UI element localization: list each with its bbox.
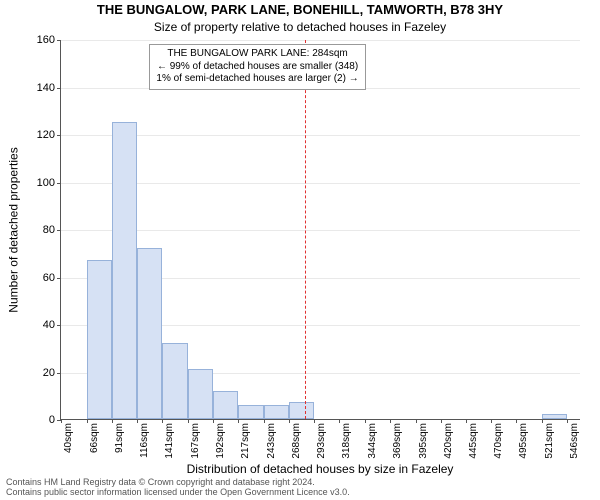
x-tick-mark (264, 419, 265, 423)
x-tick-mark (137, 419, 138, 423)
x-tick-mark (390, 419, 391, 423)
x-tick-mark (87, 419, 88, 423)
y-tick-label: 20 (43, 367, 55, 379)
x-tick-mark (238, 419, 239, 423)
y-tick-label: 160 (37, 34, 55, 46)
y-tick-mark (57, 183, 61, 184)
x-tick-mark (416, 419, 417, 423)
y-tick-mark (57, 230, 61, 231)
callout-box: THE BUNGALOW PARK LANE: 284sqm← 99% of d… (149, 44, 365, 90)
x-tick-mark (339, 419, 340, 423)
y-tick-mark (57, 135, 61, 136)
x-tick-label: 91sqm (114, 423, 125, 453)
y-tick-mark (57, 40, 61, 41)
gridline (61, 230, 580, 231)
callout-line: THE BUNGALOW PARK LANE: 284sqm (156, 48, 358, 61)
histogram-bar (162, 343, 188, 419)
x-tick-label: 268sqm (291, 423, 302, 459)
x-tick-mark (516, 419, 517, 423)
chart-subtitle: Size of property relative to detached ho… (0, 20, 600, 34)
x-axis-label: Distribution of detached houses by size … (60, 462, 580, 476)
gridline (61, 183, 580, 184)
x-tick-label: 116sqm (139, 423, 150, 458)
x-tick-label: 192sqm (215, 423, 226, 459)
x-tick-mark (466, 419, 467, 423)
y-tick-label: 120 (37, 129, 55, 141)
histogram-bar (238, 405, 264, 419)
callout-line: 1% of semi-detached houses are larger (2… (156, 73, 358, 86)
y-tick-label: 100 (37, 177, 55, 189)
x-tick-mark (213, 419, 214, 423)
y-tick-label: 0 (49, 414, 55, 426)
x-tick-mark (567, 419, 568, 423)
histogram-bar (137, 248, 162, 419)
marker-line (305, 40, 306, 419)
gridline (61, 40, 580, 41)
callout-line: ← 99% of detached houses are smaller (34… (156, 61, 358, 74)
histogram-bar (542, 414, 567, 419)
x-tick-label: 344sqm (367, 423, 378, 459)
x-tick-mark (365, 419, 366, 423)
gridline (61, 135, 580, 136)
footer-line-2: Contains public sector information licen… (6, 488, 594, 498)
y-tick-mark (57, 88, 61, 89)
x-tick-label: 470sqm (493, 423, 504, 459)
x-tick-mark (188, 419, 189, 423)
x-tick-label: 495sqm (518, 423, 529, 459)
x-tick-label: 546sqm (569, 423, 580, 459)
y-tick-mark (57, 373, 61, 374)
histogram-bar (112, 122, 137, 419)
figure: { "title": "THE BUNGALOW, PARK LANE, BON… (0, 0, 600, 500)
plot-area: 020406080100120140160THE BUNGALOW PARK L… (60, 40, 580, 420)
x-tick-label: 420sqm (443, 423, 454, 459)
x-tick-label: 141sqm (164, 423, 175, 459)
x-tick-label: 66sqm (89, 423, 100, 453)
x-tick-label: 217sqm (240, 423, 251, 459)
x-tick-mark (289, 419, 290, 423)
x-tick-mark (441, 419, 442, 423)
histogram-bar (289, 402, 314, 419)
y-tick-mark (57, 278, 61, 279)
y-tick-label: 60 (43, 272, 55, 284)
y-tick-label: 40 (43, 319, 55, 331)
y-tick-label: 140 (37, 82, 55, 94)
x-tick-mark (542, 419, 543, 423)
x-tick-mark (61, 419, 62, 423)
y-tick-mark (57, 325, 61, 326)
y-tick-label: 80 (43, 224, 55, 236)
histogram-bar (188, 369, 213, 419)
x-tick-mark (162, 419, 163, 423)
histogram-bar (213, 391, 238, 420)
x-tick-mark (112, 419, 113, 423)
x-tick-mark (314, 419, 315, 423)
x-tick-label: 40sqm (63, 423, 74, 453)
chart-title: THE BUNGALOW, PARK LANE, BONEHILL, TAMWO… (0, 2, 600, 17)
x-tick-label: 369sqm (392, 423, 403, 459)
x-tick-label: 521sqm (544, 423, 555, 459)
y-axis-label: Number of detached properties (4, 40, 24, 420)
x-tick-label: 293sqm (316, 423, 327, 459)
x-tick-label: 243sqm (266, 423, 277, 459)
x-tick-label: 318sqm (341, 423, 352, 459)
x-tick-label: 445sqm (468, 423, 479, 459)
histogram-bar (87, 260, 112, 419)
attribution-footer: Contains HM Land Registry data © Crown c… (6, 478, 594, 498)
x-tick-mark (491, 419, 492, 423)
x-tick-label: 167sqm (190, 423, 201, 459)
histogram-bar (264, 405, 289, 419)
x-tick-label: 395sqm (418, 423, 429, 459)
